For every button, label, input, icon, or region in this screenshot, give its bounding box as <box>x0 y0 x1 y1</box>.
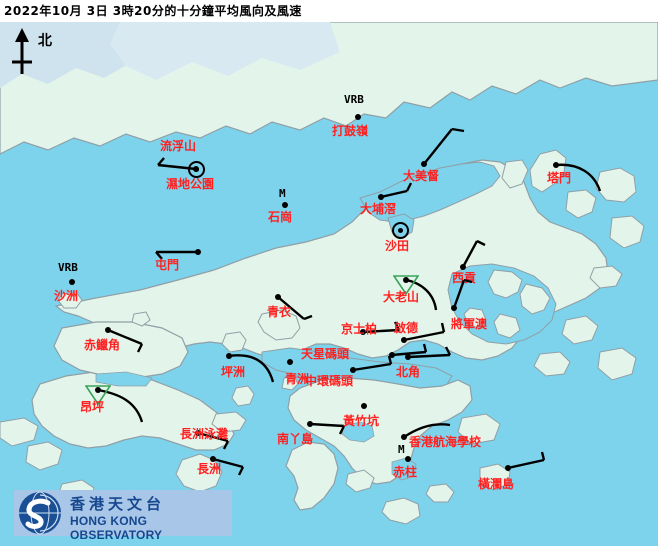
urban-patch-2 <box>110 22 340 80</box>
sha-chau-islet <box>57 291 83 309</box>
waglan-island <box>479 463 511 491</box>
ne-islet-small-d <box>533 351 571 377</box>
tap-mun-island <box>529 149 567 193</box>
brothers-islet <box>131 311 151 327</box>
sai-kung-peninsula-b <box>519 283 551 315</box>
ne-island-a <box>501 159 529 189</box>
south-islet-a <box>345 469 375 493</box>
ne-island-d <box>609 215 645 249</box>
north-label: 北 <box>38 33 52 49</box>
ne-islet-small-c <box>597 347 637 381</box>
green-island <box>281 375 299 391</box>
lantau-north-inlet <box>95 371 153 387</box>
sw-islet-a <box>25 441 63 471</box>
ne-islet-small-a <box>589 265 623 289</box>
map-canvas[interactable]: VRB 打鼓嶺 流浮山 濕地公園 大美督 塔門 M 石崗 大埔滘 沙田 屯門 西貢 VRB 沙洲 大老山 青衣… <box>0 22 658 546</box>
sw-islet-c <box>0 417 39 447</box>
hong-kong-island <box>287 377 473 485</box>
sai-kung-island-a <box>463 307 487 329</box>
hko-logo: 香港天文台 HONG KONG OBSERVATORY <box>14 490 232 542</box>
ne-islet-small-b <box>561 315 599 345</box>
north-arrow: 北 <box>8 26 68 78</box>
page-title: 2022年10月 3日 3時20分的十分鐘平均風向及風速 <box>4 4 302 18</box>
tko-islet <box>457 413 501 445</box>
cheung-chau-island <box>175 453 223 493</box>
logo-text-en: HONG KONG OBSERVATORY <box>70 514 163 542</box>
peng-chau-island <box>231 385 255 407</box>
map-geography <box>0 22 658 546</box>
lamma-island <box>285 441 339 511</box>
hko-logo-icon <box>19 491 61 535</box>
hei-ling-chau <box>211 411 247 433</box>
aberdeen-channel <box>341 421 375 443</box>
po-toi-island <box>381 497 421 525</box>
ma-wan-island <box>221 331 247 353</box>
north-arrow-icon <box>12 28 32 74</box>
title-bar: 2022年10月 3日 3時20分的十分鐘平均風向及風速 <box>0 0 658 22</box>
logo-text-cn: 香港天文台 <box>70 495 166 513</box>
south-islet-b <box>425 483 455 503</box>
sai-kung-island-b <box>493 313 521 339</box>
sai-kung-peninsula-a <box>487 269 523 299</box>
